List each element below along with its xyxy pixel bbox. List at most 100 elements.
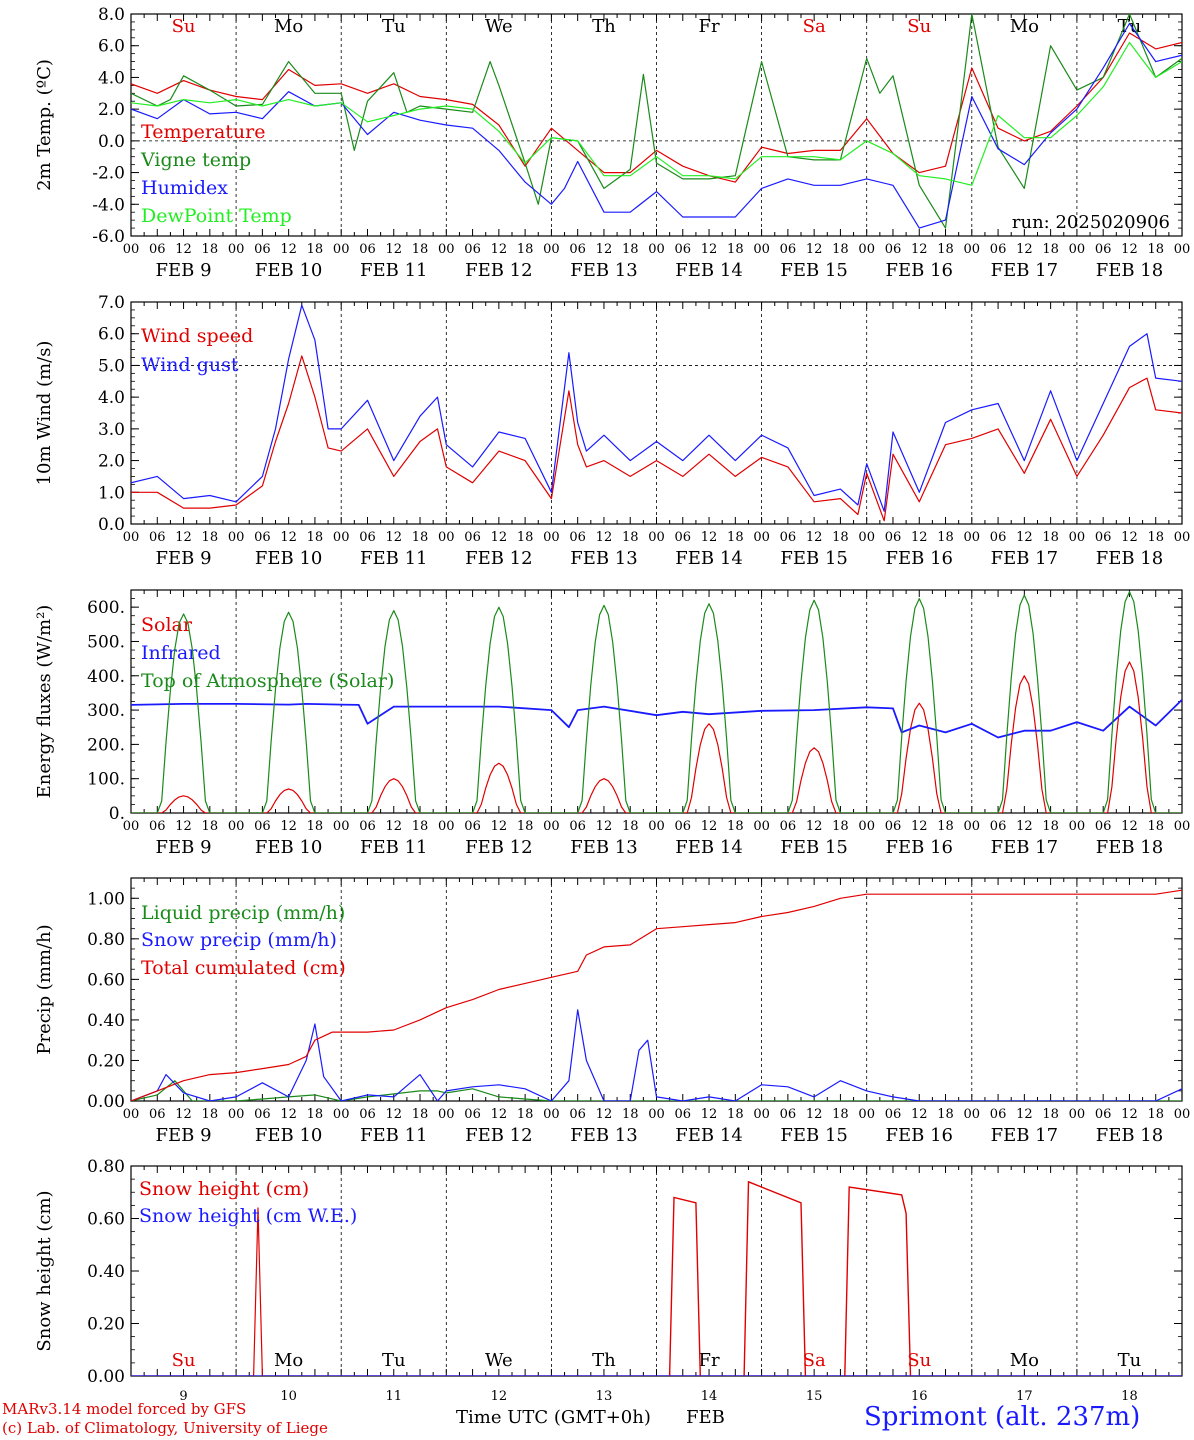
date-label: FEB 17 [991, 548, 1058, 569]
series-segment [668, 1196, 701, 1376]
y-tick-label: 500. [87, 632, 125, 652]
run-label: run: 2025020906 [1012, 212, 1170, 233]
series-liquid-precip-mm-h- [131, 1080, 1182, 1101]
series-segment [743, 1180, 807, 1376]
y-axis-title: 10m Wind (m/s) [34, 341, 55, 486]
hour-tick-label: 18 [1042, 530, 1059, 545]
weekday-label: Mo [1010, 16, 1039, 37]
date-label: FEB 10 [255, 837, 322, 858]
legend-entry: Snow height (cm W.E.) [139, 1205, 357, 1227]
date-label: FEB 12 [465, 1125, 532, 1146]
date-label: FEB 15 [780, 837, 847, 858]
hour-tick-label: 12 [1121, 1107, 1138, 1122]
date-label: FEB 9 [156, 548, 212, 569]
hour-tick-label: 00 [543, 1107, 560, 1122]
series-vigne-temp [131, 14, 1182, 229]
hour-tick-label: 00 [858, 1107, 875, 1122]
hour-tick-label: 00 [1069, 1107, 1086, 1122]
series-line [131, 699, 1182, 739]
hour-tick-label: 00 [438, 242, 455, 257]
weekday-label: Sa [803, 16, 826, 37]
y-tick-label: 1.00 [87, 889, 125, 909]
hour-tick-label: 00 [648, 242, 665, 257]
hour-tick-label: 18 [727, 242, 744, 257]
date-label: FEB 18 [1096, 837, 1163, 858]
y-tick-label: 2.0 [98, 100, 125, 120]
hour-tick-label: 00 [753, 530, 770, 545]
hour-tick-label: 00 [858, 819, 875, 834]
hour-tick-label: 06 [1095, 242, 1112, 257]
series-segment [844, 1186, 912, 1376]
weekday-label: Mo [1010, 1350, 1039, 1371]
series-solar [131, 661, 1182, 813]
date-label: FEB 12 [465, 548, 532, 569]
date-label: FEB 9 [156, 1125, 212, 1146]
y-tick-label: -4.0 [92, 195, 125, 215]
date-label: FEB 11 [360, 548, 427, 569]
hour-tick-label: 18 [727, 1107, 744, 1122]
weekday-label: Th [592, 16, 616, 37]
hour-tick-label: 18 [622, 242, 639, 257]
hour-tick-label: 00 [228, 819, 245, 834]
hour-tick-label: 18 [832, 530, 849, 545]
weekday-label: Tu [382, 16, 406, 37]
date-label: FEB 17 [991, 837, 1058, 858]
hour-tick-label: 12 [385, 242, 402, 257]
hour-tick-label: 18 [727, 530, 744, 545]
plot-frame [130, 589, 1183, 814]
hour-tick-label: 06 [359, 819, 376, 834]
hour-tick-label: 12 [806, 819, 823, 834]
legend-entry: Solar [141, 614, 193, 636]
y-tick-label: 300. [87, 701, 125, 721]
day-number-label: 10 [280, 1389, 297, 1404]
y-tick-label: 0.60 [87, 1210, 125, 1230]
weekday-label: Su [172, 16, 196, 37]
series-top-of-atmosphere-solar- [131, 591, 1182, 813]
hour-tick-label: 06 [359, 242, 376, 257]
y-tick-label: 7.0 [98, 293, 125, 313]
hour-tick-label: 12 [175, 1107, 192, 1122]
hour-tick-label: 00 [438, 819, 455, 834]
hour-tick-label: 06 [254, 1107, 271, 1122]
hour-tick-label: 00 [228, 242, 245, 257]
hour-tick-label: 06 [464, 1107, 481, 1122]
weekday-label: We [485, 16, 513, 37]
day-number-label: 16 [911, 1389, 928, 1404]
hour-tick-label: 18 [517, 1107, 534, 1122]
date-label: FEB 11 [360, 260, 427, 281]
hour-tick-label: 06 [780, 242, 797, 257]
hour-tick-label: 12 [1121, 242, 1138, 257]
hour-tick-label: 06 [464, 819, 481, 834]
hour-tick-label: 18 [832, 1107, 849, 1122]
y-axis-title: Precip (mm/h) [34, 924, 55, 1054]
y-tick-label: 0.20 [87, 1315, 125, 1335]
date-label: FEB 13 [570, 1125, 637, 1146]
date-label: FEB 13 [570, 548, 637, 569]
date-label: FEB 15 [780, 1125, 847, 1146]
series-line [131, 304, 1182, 512]
day-number-label: 17 [1016, 1389, 1033, 1404]
hour-tick-label: 18 [937, 819, 954, 834]
series-line [131, 1080, 1182, 1101]
hour-tick-label: 00 [964, 819, 981, 834]
y-tick-label: 4.0 [98, 388, 125, 408]
series-wind-gust [131, 304, 1182, 512]
hour-tick-label: 18 [937, 242, 954, 257]
weekday-label: Su [907, 16, 931, 37]
hour-tick-label: 12 [491, 530, 508, 545]
hour-tick-label: 12 [491, 242, 508, 257]
y-tick-label: 5.0 [98, 356, 125, 376]
y-tick-label: 4.0 [98, 68, 125, 88]
date-label: FEB 10 [255, 1125, 322, 1146]
hour-tick-label: 06 [675, 242, 692, 257]
series-line [131, 14, 1182, 229]
hour-tick-label: 12 [1016, 819, 1033, 834]
y-tick-label: 8.0 [98, 5, 125, 25]
hour-tick-label: 12 [701, 819, 718, 834]
hour-tick-label: 12 [385, 1107, 402, 1122]
hour-tick-label: 00 [964, 1107, 981, 1122]
x-axis-month: FEB [686, 1407, 725, 1428]
hour-tick-label: 18 [1147, 1107, 1164, 1122]
series-wind-speed [131, 355, 1182, 522]
date-label: FEB 14 [675, 260, 742, 281]
